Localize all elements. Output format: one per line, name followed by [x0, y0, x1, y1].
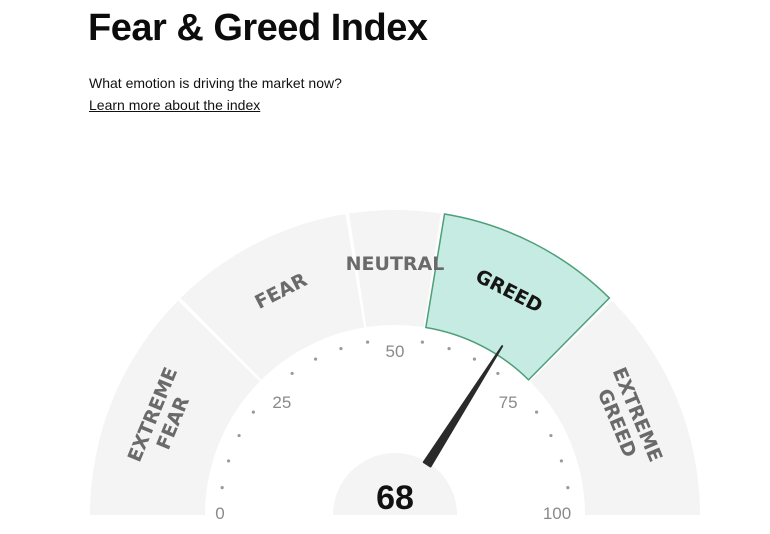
- page-subtitle: What emotion is driving the market now?: [89, 75, 342, 91]
- tick-dot: [313, 357, 318, 361]
- scale-label-25: 25: [272, 393, 291, 412]
- tick-dot: [220, 486, 224, 490]
- tick-dot: [290, 371, 294, 376]
- tick-dot: [559, 459, 564, 463]
- segment-fear: [180, 214, 365, 380]
- segment-extreme-fear: [90, 300, 260, 515]
- segment-neutral: [349, 209, 441, 328]
- tick-dot: [366, 340, 370, 344]
- gauge-value-disc: [333, 453, 457, 515]
- tick-dot: [496, 371, 500, 376]
- gauge-value: 68: [376, 479, 414, 517]
- scale-label-50: 50: [386, 342, 405, 361]
- gauge-inner-face: [209, 329, 581, 515]
- tick-dot: [226, 459, 231, 463]
- gauge-segments: [90, 209, 700, 515]
- scale-label-100: 100: [543, 504, 571, 523]
- tick-dot: [251, 410, 256, 414]
- scale-label-75: 75: [499, 393, 518, 412]
- page-title: Fear & Greed Index: [88, 7, 428, 49]
- scale-label-0: 0: [215, 504, 224, 523]
- gauge-scale-labels: 0 25 50 75 100: [215, 342, 571, 523]
- tick-dot: [566, 486, 570, 490]
- tick-dot: [447, 346, 451, 351]
- tick-dot: [472, 357, 477, 361]
- tick-dot: [549, 433, 553, 438]
- segment-label-line: NEUTRAL: [346, 253, 445, 275]
- segment-greed: [424, 213, 611, 381]
- tick-dot: [339, 346, 343, 351]
- tick-dot: [420, 340, 424, 344]
- segment-label-neutral: NEUTRAL: [346, 253, 445, 275]
- gauge-needle: [422, 345, 504, 468]
- segment-extreme-greed: [530, 300, 700, 515]
- tick-dot: [237, 433, 241, 438]
- tick-dot: [534, 410, 539, 414]
- gauge-tick-dots: [220, 340, 570, 490]
- learn-more-link[interactable]: Learn more about the index: [89, 97, 261, 113]
